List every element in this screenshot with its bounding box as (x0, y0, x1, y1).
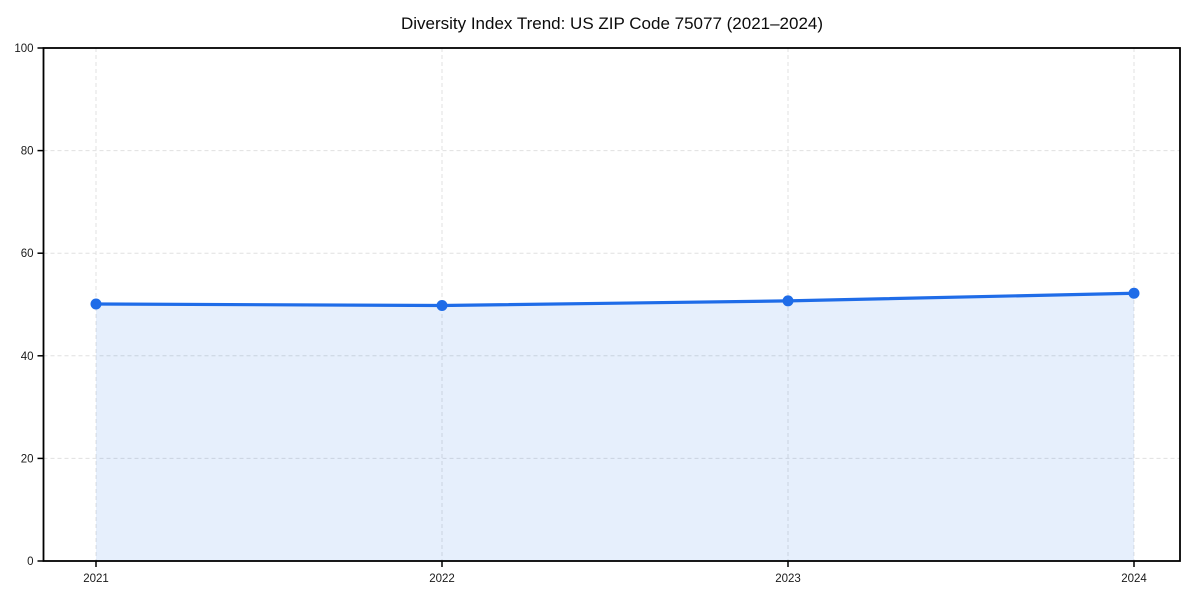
plot-border (42, 47, 1181, 562)
y-tick-label: 80 (21, 146, 34, 158)
trend-line (94, 291, 1136, 308)
data-point-2021 (90, 298, 102, 310)
y-tick-label: 40 (21, 351, 34, 363)
area-fill (96, 293, 1134, 561)
data-point-2022 (436, 300, 448, 312)
x-tick-label: 2021 (83, 573, 109, 585)
y-tick-label: 60 (21, 248, 34, 260)
y-tick-label: 20 (21, 453, 34, 465)
x-tick-label: 2022 (429, 573, 455, 585)
data-point-2023 (782, 295, 794, 307)
data-point-2024 (1128, 287, 1140, 299)
x-tick-label: 2024 (1121, 573, 1147, 585)
chart-title: Diversity Index Trend: US ZIP Code 75077… (401, 14, 823, 33)
y-tick-label: 100 (14, 43, 33, 55)
plot-area: 0 20 40 60 80 100 2021 2022 2023 2024 (14, 43, 1181, 585)
x-tick-label: 2023 (775, 573, 801, 585)
y-tick-label: 0 (27, 556, 33, 568)
